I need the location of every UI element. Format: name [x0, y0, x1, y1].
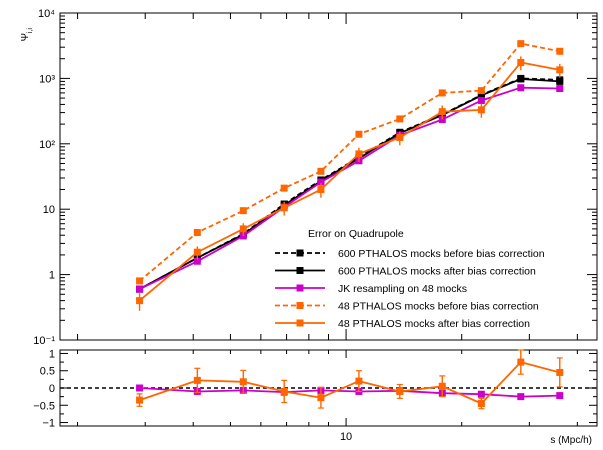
main-series-2-point	[517, 84, 525, 92]
ratio-series-1-point	[239, 378, 247, 386]
ratio-series-1-line	[139, 361, 561, 405]
y-tick-label: 1	[49, 270, 55, 282]
legend-label: 48 PTHALOS mocks before bias correction	[338, 301, 539, 313]
ratio-series-0-point	[477, 390, 485, 398]
main-series-1-point	[556, 77, 564, 85]
main-series-3-point	[556, 47, 564, 55]
main-series-4-point	[438, 108, 446, 116]
main-series-4-point	[239, 225, 247, 233]
y-tick-label: 10³	[39, 73, 55, 85]
y-tick-label: 10⁻¹	[33, 335, 55, 347]
ratio-series-1-point	[280, 387, 288, 395]
ratio-series-0-point	[517, 393, 525, 401]
main-series-4-point	[517, 59, 525, 67]
x-axis-title: s (Mpc/h)	[550, 435, 592, 446]
main-series-1-point	[477, 91, 485, 99]
ratio-panel: 10 1 0.5 0 −0.5 −1	[33, 348, 598, 443]
ratio-y-tick-label: 0.5	[40, 366, 55, 378]
legend-label: 600 PTHALOS mocks after bias correction	[338, 266, 536, 278]
main-series-2-point	[556, 85, 564, 93]
legend-header: Error on Quadrupole	[308, 228, 404, 240]
ratio-series-0-line	[139, 387, 560, 398]
main-series-3-point	[193, 229, 201, 237]
main-series-4-point	[556, 66, 564, 74]
main-series-2-point	[193, 257, 201, 265]
legend: Error on Quadrupole 600 PTHALOS mocks be…	[275, 228, 545, 330]
y-tick-label: 10⁴	[38, 8, 55, 20]
main-series-3-point	[136, 277, 144, 285]
ratio-series-0-point	[556, 392, 564, 400]
y-tick-label: 10²	[39, 139, 55, 151]
ratio-series-1-point	[556, 368, 564, 376]
main-series-4-point	[193, 248, 201, 256]
legend-label: 48 PTHALOS mocks after bias correction	[338, 318, 530, 330]
main-series-3-point	[517, 40, 525, 48]
ratio-series-0-point	[136, 384, 144, 392]
y-tick-label: 10	[43, 204, 55, 216]
main-series-4-point	[136, 297, 144, 305]
ratio-series-1-point	[396, 387, 404, 395]
main-panel: 10⁻¹ 1 10 10² 10³ 10⁴	[33, 8, 598, 347]
main-series-3-point	[355, 130, 363, 138]
main-series-3-point	[239, 207, 247, 215]
x-tick-label: 10	[340, 431, 352, 443]
main-series-3-point	[280, 184, 288, 192]
legend-marker	[296, 319, 304, 327]
main-series-4-point	[317, 186, 325, 194]
ratio-series-1-point	[317, 394, 325, 402]
main-series-2-point	[136, 285, 144, 293]
ratio-series-1-point	[136, 396, 144, 404]
ratio-series-1-point	[355, 377, 363, 385]
ratio-y-tick-label: −1	[42, 418, 55, 430]
y-axis-title: Ψi,i	[20, 28, 34, 42]
main-series-4-point	[280, 204, 288, 212]
main-series-3-point	[317, 167, 325, 175]
main-series-3-point	[477, 87, 485, 95]
ratio-y-tick-label: −0.5	[33, 400, 55, 412]
legend-marker	[296, 302, 304, 309]
main-series-3-point	[396, 115, 404, 123]
ratio-y-tick-label: 1	[49, 348, 55, 360]
legend-marker	[296, 284, 304, 292]
main-series-2-point	[477, 96, 485, 104]
main-series-4-point	[477, 106, 485, 114]
legend-label: 600 PTHALOS mocks before bias correction	[338, 248, 545, 260]
legend-marker	[296, 249, 304, 257]
ratio-series-1-point	[517, 358, 525, 366]
legend-marker	[296, 267, 304, 274]
ratio-series-1-point	[477, 400, 485, 408]
main-series-1-point	[517, 75, 525, 83]
ratio-y-tick-label: 0	[49, 383, 55, 395]
main-series-2-point	[317, 178, 325, 186]
ratio-series-1-point	[193, 376, 201, 384]
ratio-series-1-point	[438, 382, 446, 390]
main-series-3-point	[438, 89, 446, 97]
legend-label: JK resampling on 48 mocks	[338, 283, 467, 295]
main-series-4-point	[396, 133, 404, 141]
main-series-4-point	[355, 150, 363, 158]
